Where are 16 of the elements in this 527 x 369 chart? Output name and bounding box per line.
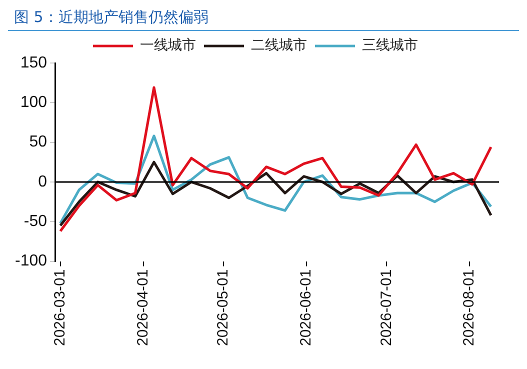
- x-tick-label: 2026-06-01: [298, 269, 315, 346]
- y-tick-label: -100: [14, 252, 48, 270]
- legend-label: 三线城市: [362, 38, 418, 54]
- legend-label: 一线城市: [140, 38, 196, 54]
- chart-title: 图 5：近期地产销售仍然偏弱: [8, 8, 519, 31]
- y-tick-label: 150: [20, 54, 48, 72]
- y-tick-label: 0: [38, 173, 48, 190]
- x-tick-label: 2026-05-01: [214, 269, 232, 346]
- y-tick-label: 100: [20, 94, 48, 112]
- x-tick-label: 2026-03-01: [52, 269, 69, 346]
- y-tick-label: -50: [24, 213, 48, 230]
- y-tick-label: 50: [29, 134, 48, 151]
- x-tick-label: 2026-07-01: [378, 269, 395, 346]
- x-tick-label: 2026-04-01: [134, 269, 152, 346]
- legend-label: 二线城市: [251, 38, 307, 54]
- x-tick-label: 2026-08-01: [460, 269, 478, 346]
